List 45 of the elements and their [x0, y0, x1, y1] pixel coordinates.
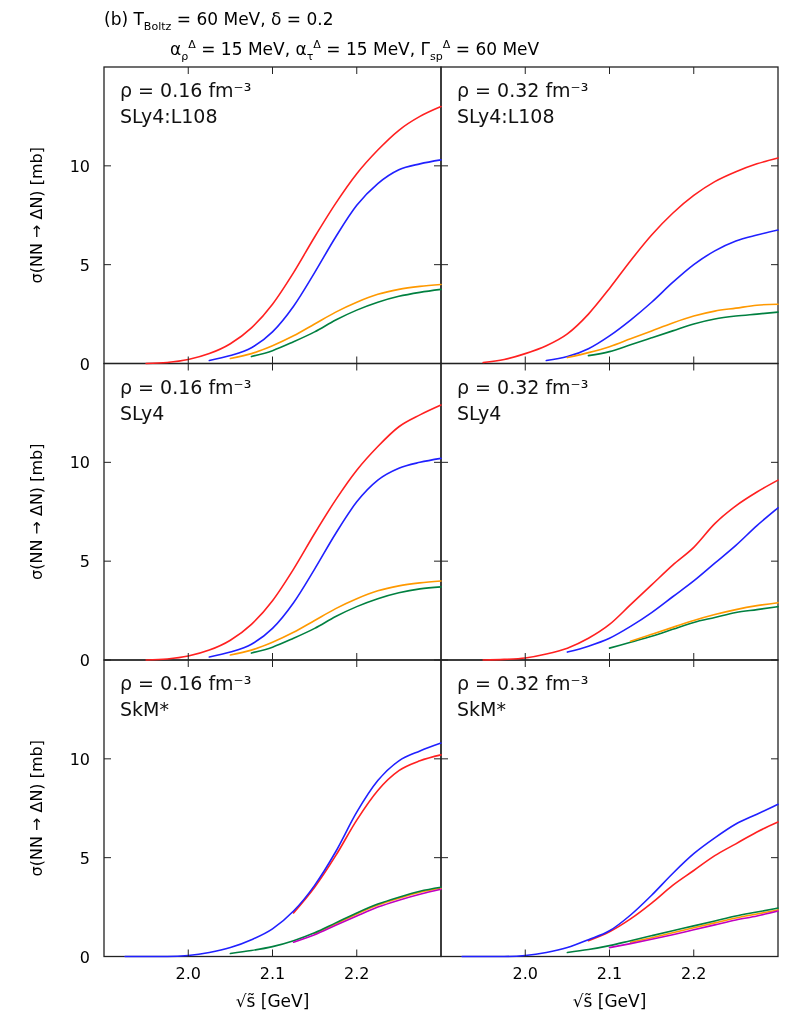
x-tick-label: 2.1: [596, 963, 623, 983]
annotation: ρ = 0.32 fm⁻³: [457, 375, 589, 398]
line-series: [313, 887, 442, 935]
y-tick-label: 5: [79, 552, 90, 572]
x-axis-title: √s̃ [GeV]: [572, 990, 647, 1011]
x-tick-label: 2.2: [344, 963, 370, 983]
line-series: [124, 742, 442, 958]
annotation: ρ = 0.16 fm⁻³: [120, 79, 252, 101]
y-tick-label: 5: [79, 255, 90, 275]
annotation: ρ = 0.16 fm⁻³: [120, 375, 252, 398]
x-tick-label: 2.0: [175, 963, 201, 983]
y-tick-label: 5: [79, 848, 90, 868]
y-tick-label: 0: [79, 651, 90, 670]
annotation: ρ = 0.32 fm⁻³: [457, 672, 589, 694]
annotation: SkM*: [120, 698, 169, 720]
annotation: SkM*: [457, 698, 506, 720]
line-series: [292, 888, 442, 944]
annotation: ρ = 0.16 fm⁻³: [120, 672, 252, 694]
line-series: [292, 754, 442, 914]
annotation: SLy4: [457, 401, 502, 424]
annotation: SLy4:L108: [457, 105, 555, 127]
x-tick-label: 2.0: [512, 963, 538, 983]
line-series: [208, 457, 442, 658]
y-axis-title: σ(NN → ΔN) [mb]: [27, 740, 46, 877]
y-tick-label: 0: [79, 354, 90, 374]
y-tick-label: 10: [69, 156, 90, 176]
y-tick-label: 10: [69, 453, 90, 473]
annotation: ρ = 0.32 fm⁻³: [457, 79, 589, 101]
chart-title: (b) T$_{Boltz}$ = 60 MeV, δ = 0.2: [104, 9, 334, 33]
y-axis-title: σ(NN → ΔN) [mb]: [27, 443, 46, 580]
text: α$_{ρ}$$^{Δ}$ = 15 MeV, α$_{τ}$$^{Δ}$ = 15 MeV, Γ$_{sp}$$^{Δ}$ = 60 MeV: [170, 38, 540, 63]
line-series: [250, 586, 442, 654]
line-series: [250, 288, 442, 358]
y-axis-title: σ(NN → ΔN) [mb]: [27, 147, 46, 284]
x-tick-label: 2.1: [259, 963, 286, 983]
line-series: [229, 580, 442, 656]
x-axis-title: √s̃ [GeV]: [235, 990, 310, 1011]
line-series: [229, 886, 442, 955]
y-tick-label: 10: [69, 749, 90, 769]
line-series: [208, 159, 442, 362]
annotation: SLy4:L108: [120, 105, 218, 127]
annotation: SLy4: [120, 401, 165, 424]
y-tick-label: 0: [79, 947, 90, 967]
line-series: [229, 283, 442, 360]
x-tick-label: 2.2: [681, 963, 707, 983]
